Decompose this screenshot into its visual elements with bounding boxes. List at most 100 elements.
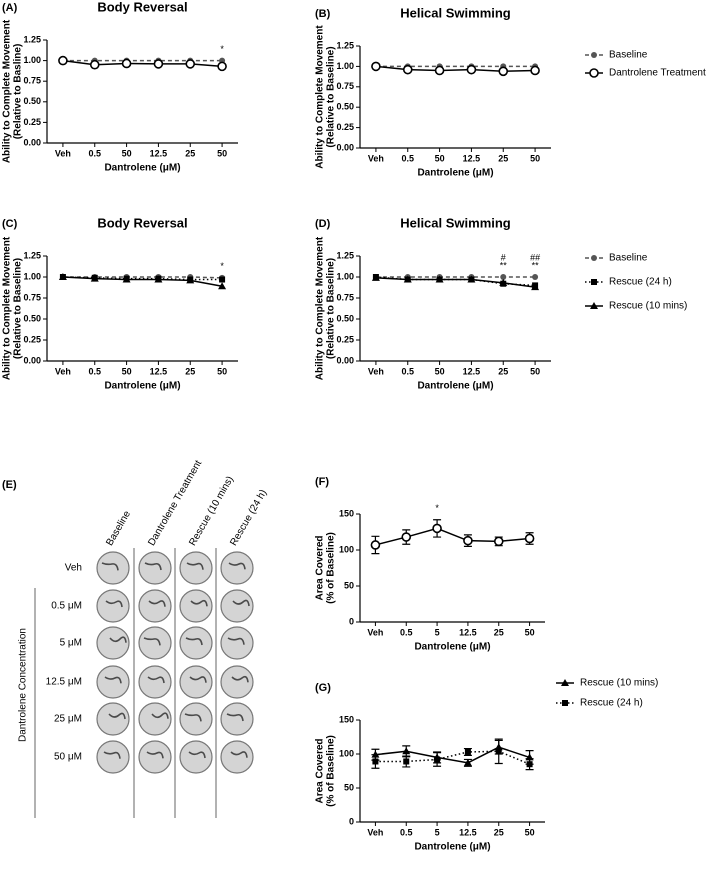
legend-label: Rescue (24 h): [609, 277, 672, 288]
marker: [463, 535, 473, 546]
y-axis-label: Area Covered: [315, 738, 326, 803]
x-tick-label: Veh: [368, 153, 384, 163]
y-axis-label: (% of Baseline): [326, 532, 337, 604]
well: [96, 626, 130, 660]
x-tick-label: 12.5: [459, 827, 477, 837]
y-tick-label: 0.00: [23, 137, 41, 147]
legend-marker: [590, 302, 598, 309]
marker: [499, 278, 508, 286]
y-tick-label: 0: [349, 616, 354, 626]
annotation: *: [220, 261, 224, 271]
marker: [434, 65, 445, 76]
x-tick-label: Veh: [55, 366, 71, 376]
y-tick-label: 0.75: [336, 81, 354, 91]
y-tick-label: 0.50: [23, 313, 41, 323]
marker: [498, 66, 509, 77]
y-tick-label: 1.00: [23, 55, 41, 65]
y-tick-label: 0.75: [23, 292, 41, 302]
well: [96, 665, 130, 699]
row-label: 12.5 μM: [46, 677, 82, 688]
y-tick-label: 100: [339, 544, 354, 554]
well: [220, 702, 254, 736]
y-tick-label: 1.25: [23, 34, 41, 44]
chart-panel: (C) Body Reversal Ability to Complete Move…: [2, 215, 238, 392]
x-tick-label: Veh: [368, 366, 384, 376]
y-tick-label: 1.25: [336, 40, 354, 50]
x-tick-label: 12.5: [459, 627, 477, 637]
y-axis-label: (% of Baseline): [326, 735, 337, 807]
worm-track: [148, 600, 166, 607]
well: [220, 626, 254, 660]
well: [179, 589, 213, 623]
worm-track: [143, 637, 161, 646]
x-tick-label: 25: [185, 148, 195, 158]
worm-track: [186, 562, 204, 570]
chart-panel: (B) Helical Swimming Ability to Complete M…: [315, 5, 706, 178]
worm-track: [231, 675, 249, 683]
y-tick-label: 0.50: [336, 102, 354, 112]
well: [96, 740, 130, 774]
marker: [122, 275, 131, 283]
well: [179, 740, 213, 774]
annotation: **: [532, 260, 540, 270]
annotation: *: [435, 503, 439, 513]
column-label: Rescue (10 mins): [187, 474, 236, 547]
y-axis-label: Ability to Complete Movement: [315, 236, 326, 380]
y-tick-label: 0.50: [23, 96, 41, 106]
marker: [371, 273, 380, 281]
x-tick-label: 50: [435, 366, 445, 376]
x-tick-label: 50: [530, 153, 540, 163]
worm-track: [144, 562, 162, 571]
marker: [435, 275, 444, 283]
well: [179, 551, 213, 585]
legend-label: Dantrolene Treatment: [609, 68, 706, 79]
worm-track: [105, 600, 123, 608]
marker: [153, 59, 164, 69]
y-tick-label: 100: [339, 748, 354, 758]
well: [138, 626, 172, 660]
y-axis-label: (Relative to Baseline): [13, 258, 24, 359]
y-tick-label: 0.25: [23, 334, 41, 344]
marker: [493, 536, 504, 547]
well: [179, 702, 213, 736]
well: [179, 665, 213, 699]
row-label: 0.5 μM: [51, 601, 82, 612]
marker: [121, 58, 132, 69]
legend-marker: [591, 52, 597, 58]
legend-label: Rescue (10 mins): [580, 678, 658, 689]
panel-label: (F): [315, 476, 329, 488]
x-tick-label: 0.5: [400, 627, 413, 637]
row-label: 5 μM: [60, 638, 82, 649]
series-line: [62, 276, 223, 279]
worm-track: [190, 599, 208, 607]
x-tick-label: Veh: [55, 148, 71, 158]
worm-track: [151, 712, 169, 719]
x-tick-label: 12.5: [150, 148, 168, 158]
marker: [154, 275, 163, 283]
y-tick-label: 1.00: [23, 271, 41, 281]
y-axis-label: Ability to Complete Movement: [315, 25, 326, 169]
column-label: Baseline: [104, 509, 133, 548]
marker: [370, 540, 381, 550]
y-tick-label: 0: [349, 816, 354, 826]
x-tick-label: 12.5: [150, 366, 168, 376]
marker: [526, 761, 533, 768]
annotation: #: [501, 252, 506, 262]
marker: [217, 61, 227, 72]
marker: [218, 282, 227, 290]
marker: [466, 64, 477, 75]
row-label: Veh: [65, 563, 82, 574]
marker: [463, 758, 472, 766]
worm-track: [188, 751, 206, 759]
x-tick-label: 0.5: [88, 148, 101, 158]
y-tick-label: 0.50: [336, 313, 354, 323]
legend-marker: [589, 68, 599, 78]
legend-label: Baseline: [609, 253, 648, 264]
y-axis-label: Ability to Complete Movement: [2, 236, 13, 380]
x-tick-label: 25: [498, 366, 508, 376]
worm-track: [108, 712, 126, 720]
series-line: [375, 750, 530, 765]
worm-track: [226, 713, 244, 722]
marker: [219, 276, 226, 283]
marker: [464, 748, 471, 755]
